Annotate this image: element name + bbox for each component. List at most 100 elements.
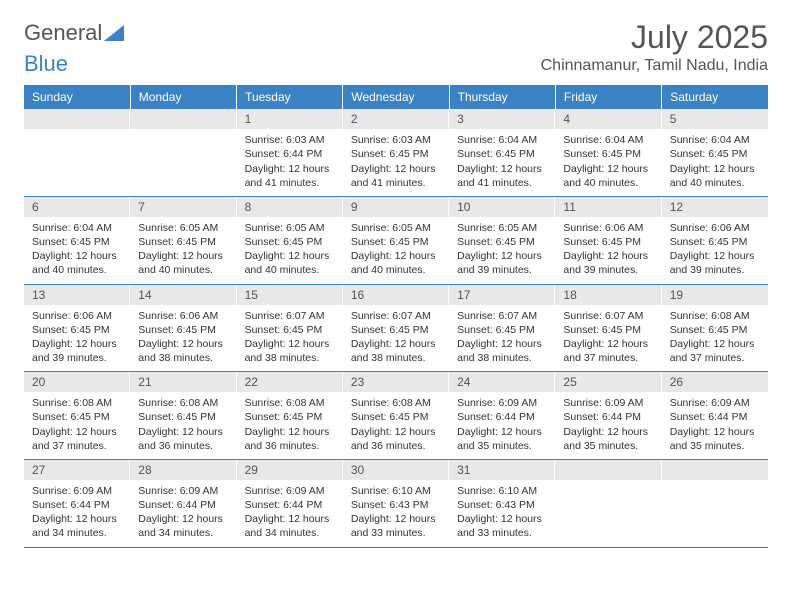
calendar-body: 1Sunrise: 6:03 AMSunset: 6:44 PMDaylight… (24, 109, 768, 547)
day-content: Sunrise: 6:10 AMSunset: 6:43 PMDaylight:… (343, 480, 449, 547)
calendar-cell: 21Sunrise: 6:08 AMSunset: 6:45 PMDayligh… (130, 372, 236, 460)
calendar-cell: 23Sunrise: 6:08 AMSunset: 6:45 PMDayligh… (343, 372, 449, 460)
calendar-cell (24, 109, 130, 196)
day-number: 23 (343, 372, 449, 392)
day-number: 5 (662, 109, 768, 129)
day-number: 1 (237, 109, 343, 129)
day-content: Sunrise: 6:04 AMSunset: 6:45 PMDaylight:… (555, 129, 661, 196)
brand-part2: Blue (24, 51, 768, 77)
empty-day-number (555, 460, 661, 480)
day-number: 24 (449, 372, 555, 392)
weekday-header: Tuesday (237, 85, 343, 109)
day-number: 12 (662, 197, 768, 217)
weekday-header: Saturday (662, 85, 768, 109)
calendar-cell: 1Sunrise: 6:03 AMSunset: 6:44 PMDaylight… (237, 109, 343, 196)
day-content: Sunrise: 6:04 AMSunset: 6:45 PMDaylight:… (24, 217, 130, 284)
calendar-cell: 13Sunrise: 6:06 AMSunset: 6:45 PMDayligh… (24, 284, 130, 372)
day-number: 11 (555, 197, 661, 217)
day-number: 4 (555, 109, 661, 129)
day-content: Sunrise: 6:09 AMSunset: 6:44 PMDaylight:… (662, 392, 768, 459)
day-content: Sunrise: 6:08 AMSunset: 6:45 PMDaylight:… (130, 392, 236, 459)
day-content: Sunrise: 6:05 AMSunset: 6:45 PMDaylight:… (343, 217, 449, 284)
day-content: Sunrise: 6:07 AMSunset: 6:45 PMDaylight:… (237, 305, 343, 372)
day-number: 22 (237, 372, 343, 392)
day-content: Sunrise: 6:05 AMSunset: 6:45 PMDaylight:… (449, 217, 555, 284)
day-content: Sunrise: 6:08 AMSunset: 6:45 PMDaylight:… (343, 392, 449, 459)
calendar-cell: 6Sunrise: 6:04 AMSunset: 6:45 PMDaylight… (24, 196, 130, 284)
calendar-cell: 8Sunrise: 6:05 AMSunset: 6:45 PMDaylight… (237, 196, 343, 284)
brand-logo: General (24, 20, 124, 46)
calendar-cell: 26Sunrise: 6:09 AMSunset: 6:44 PMDayligh… (662, 372, 768, 460)
day-content: Sunrise: 6:09 AMSunset: 6:44 PMDaylight:… (24, 480, 130, 547)
empty-day-number (130, 109, 236, 129)
calendar-cell: 3Sunrise: 6:04 AMSunset: 6:45 PMDaylight… (449, 109, 555, 196)
calendar-row: 13Sunrise: 6:06 AMSunset: 6:45 PMDayligh… (24, 284, 768, 372)
calendar-table: SundayMondayTuesdayWednesdayThursdayFrid… (24, 85, 768, 547)
day-content: Sunrise: 6:09 AMSunset: 6:44 PMDaylight:… (130, 480, 236, 547)
day-content: Sunrise: 6:08 AMSunset: 6:45 PMDaylight:… (662, 305, 768, 372)
calendar-row: 1Sunrise: 6:03 AMSunset: 6:44 PMDaylight… (24, 109, 768, 196)
calendar-cell (555, 459, 661, 547)
day-content: Sunrise: 6:05 AMSunset: 6:45 PMDaylight:… (130, 217, 236, 284)
calendar-cell: 17Sunrise: 6:07 AMSunset: 6:45 PMDayligh… (449, 284, 555, 372)
day-number: 3 (449, 109, 555, 129)
day-number: 10 (449, 197, 555, 217)
calendar-cell: 15Sunrise: 6:07 AMSunset: 6:45 PMDayligh… (237, 284, 343, 372)
weekday-header: Thursday (449, 85, 555, 109)
calendar-cell: 11Sunrise: 6:06 AMSunset: 6:45 PMDayligh… (555, 196, 661, 284)
day-number: 6 (24, 197, 130, 217)
calendar-cell: 22Sunrise: 6:08 AMSunset: 6:45 PMDayligh… (237, 372, 343, 460)
calendar-cell: 20Sunrise: 6:08 AMSunset: 6:45 PMDayligh… (24, 372, 130, 460)
day-number: 30 (343, 460, 449, 480)
calendar-cell: 25Sunrise: 6:09 AMSunset: 6:44 PMDayligh… (555, 372, 661, 460)
calendar-cell: 2Sunrise: 6:03 AMSunset: 6:45 PMDaylight… (343, 109, 449, 196)
calendar-cell: 12Sunrise: 6:06 AMSunset: 6:45 PMDayligh… (662, 196, 768, 284)
day-number: 9 (343, 197, 449, 217)
day-number: 16 (343, 285, 449, 305)
day-content: Sunrise: 6:06 AMSunset: 6:45 PMDaylight:… (130, 305, 236, 372)
day-content: Sunrise: 6:03 AMSunset: 6:45 PMDaylight:… (343, 129, 449, 196)
day-content: Sunrise: 6:07 AMSunset: 6:45 PMDaylight:… (555, 305, 661, 372)
day-content: Sunrise: 6:05 AMSunset: 6:45 PMDaylight:… (237, 217, 343, 284)
day-content: Sunrise: 6:03 AMSunset: 6:44 PMDaylight:… (237, 129, 343, 196)
brand-part1: General (24, 20, 102, 46)
month-title: July 2025 (541, 20, 768, 55)
day-number: 14 (130, 285, 236, 305)
day-number: 17 (449, 285, 555, 305)
calendar-cell: 18Sunrise: 6:07 AMSunset: 6:45 PMDayligh… (555, 284, 661, 372)
day-content: Sunrise: 6:06 AMSunset: 6:45 PMDaylight:… (555, 217, 661, 284)
day-number: 7 (130, 197, 236, 217)
empty-day-number (24, 109, 130, 129)
brand-triangle-icon (104, 25, 124, 41)
day-number: 28 (130, 460, 236, 480)
calendar-cell: 28Sunrise: 6:09 AMSunset: 6:44 PMDayligh… (130, 459, 236, 547)
day-number: 31 (449, 460, 555, 480)
calendar-cell: 31Sunrise: 6:10 AMSunset: 6:43 PMDayligh… (449, 459, 555, 547)
weekday-header: Friday (555, 85, 661, 109)
day-number: 8 (237, 197, 343, 217)
calendar-cell: 4Sunrise: 6:04 AMSunset: 6:45 PMDaylight… (555, 109, 661, 196)
calendar-cell (130, 109, 236, 196)
day-content: Sunrise: 6:08 AMSunset: 6:45 PMDaylight:… (237, 392, 343, 459)
calendar-cell: 14Sunrise: 6:06 AMSunset: 6:45 PMDayligh… (130, 284, 236, 372)
day-content: Sunrise: 6:04 AMSunset: 6:45 PMDaylight:… (662, 129, 768, 196)
day-content: Sunrise: 6:06 AMSunset: 6:45 PMDaylight:… (24, 305, 130, 372)
day-content: Sunrise: 6:07 AMSunset: 6:45 PMDaylight:… (343, 305, 449, 372)
day-number: 15 (237, 285, 343, 305)
calendar-cell: 5Sunrise: 6:04 AMSunset: 6:45 PMDaylight… (662, 109, 768, 196)
day-content: Sunrise: 6:09 AMSunset: 6:44 PMDaylight:… (555, 392, 661, 459)
calendar-cell: 10Sunrise: 6:05 AMSunset: 6:45 PMDayligh… (449, 196, 555, 284)
calendar-cell: 9Sunrise: 6:05 AMSunset: 6:45 PMDaylight… (343, 196, 449, 284)
day-number: 25 (555, 372, 661, 392)
day-number: 19 (662, 285, 768, 305)
day-number: 26 (662, 372, 768, 392)
day-content: Sunrise: 6:07 AMSunset: 6:45 PMDaylight:… (449, 305, 555, 372)
calendar-cell: 7Sunrise: 6:05 AMSunset: 6:45 PMDaylight… (130, 196, 236, 284)
weekday-header-row: SundayMondayTuesdayWednesdayThursdayFrid… (24, 85, 768, 109)
day-content: Sunrise: 6:09 AMSunset: 6:44 PMDaylight:… (237, 480, 343, 547)
day-content: Sunrise: 6:08 AMSunset: 6:45 PMDaylight:… (24, 392, 130, 459)
day-number: 18 (555, 285, 661, 305)
day-number: 13 (24, 285, 130, 305)
day-number: 20 (24, 372, 130, 392)
day-number: 21 (130, 372, 236, 392)
